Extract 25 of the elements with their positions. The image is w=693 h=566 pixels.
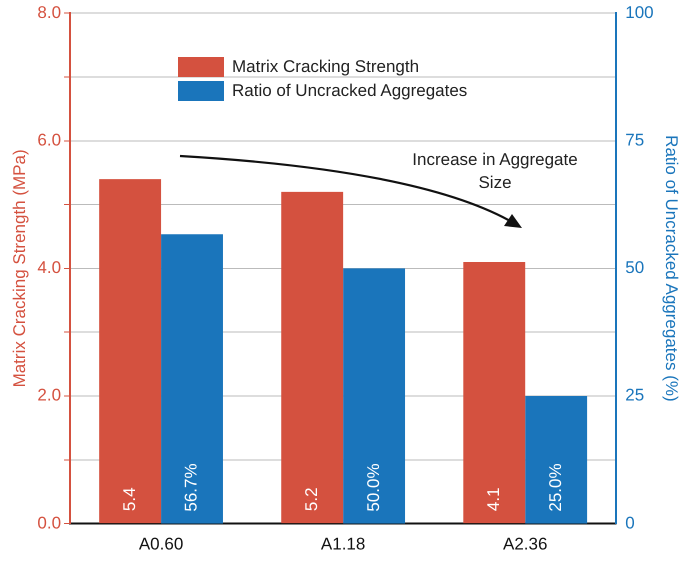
legend-label: Ratio of Uncracked Aggregates [232, 81, 468, 101]
data-label: 5.2 [302, 487, 321, 512]
y-axis-title: Matrix Cracking Strength (MPa) [10, 149, 29, 388]
y2-axis-title: Ratio of Uncracked Aggregates (%) [662, 135, 682, 402]
data-label: 5.4 [120, 487, 139, 512]
x-tick-label: A1.18 [320, 534, 366, 554]
y2-tick-label: 0 [625, 513, 635, 532]
data-label: 56.7% [182, 463, 201, 512]
y2-tick-label: 100 [625, 2, 654, 22]
data-label: 50.0% [364, 463, 383, 512]
y2-tick-label: 25 [625, 386, 644, 405]
legend-label: Matrix Cracking Strength [232, 57, 420, 77]
x-tick-label: A0.60 [138, 534, 184, 554]
annotation: Increase in Aggregate Size [411, 149, 579, 194]
y-tick-label: 8.0 [37, 2, 62, 22]
y-tick-label: 0.0 [37, 513, 62, 532]
data-label: 4.1 [484, 487, 503, 512]
y2-tick-label: 50 [625, 258, 644, 278]
y2-tick-label: 75 [625, 130, 644, 150]
data-label: 25.0% [546, 463, 565, 512]
y-tick-label: 6.0 [37, 130, 62, 150]
bar [463, 262, 526, 524]
y-tick-label: 2.0 [37, 386, 62, 405]
x-tick-label: A2.36 [502, 534, 548, 554]
y-tick-label: 4.0 [37, 258, 62, 278]
